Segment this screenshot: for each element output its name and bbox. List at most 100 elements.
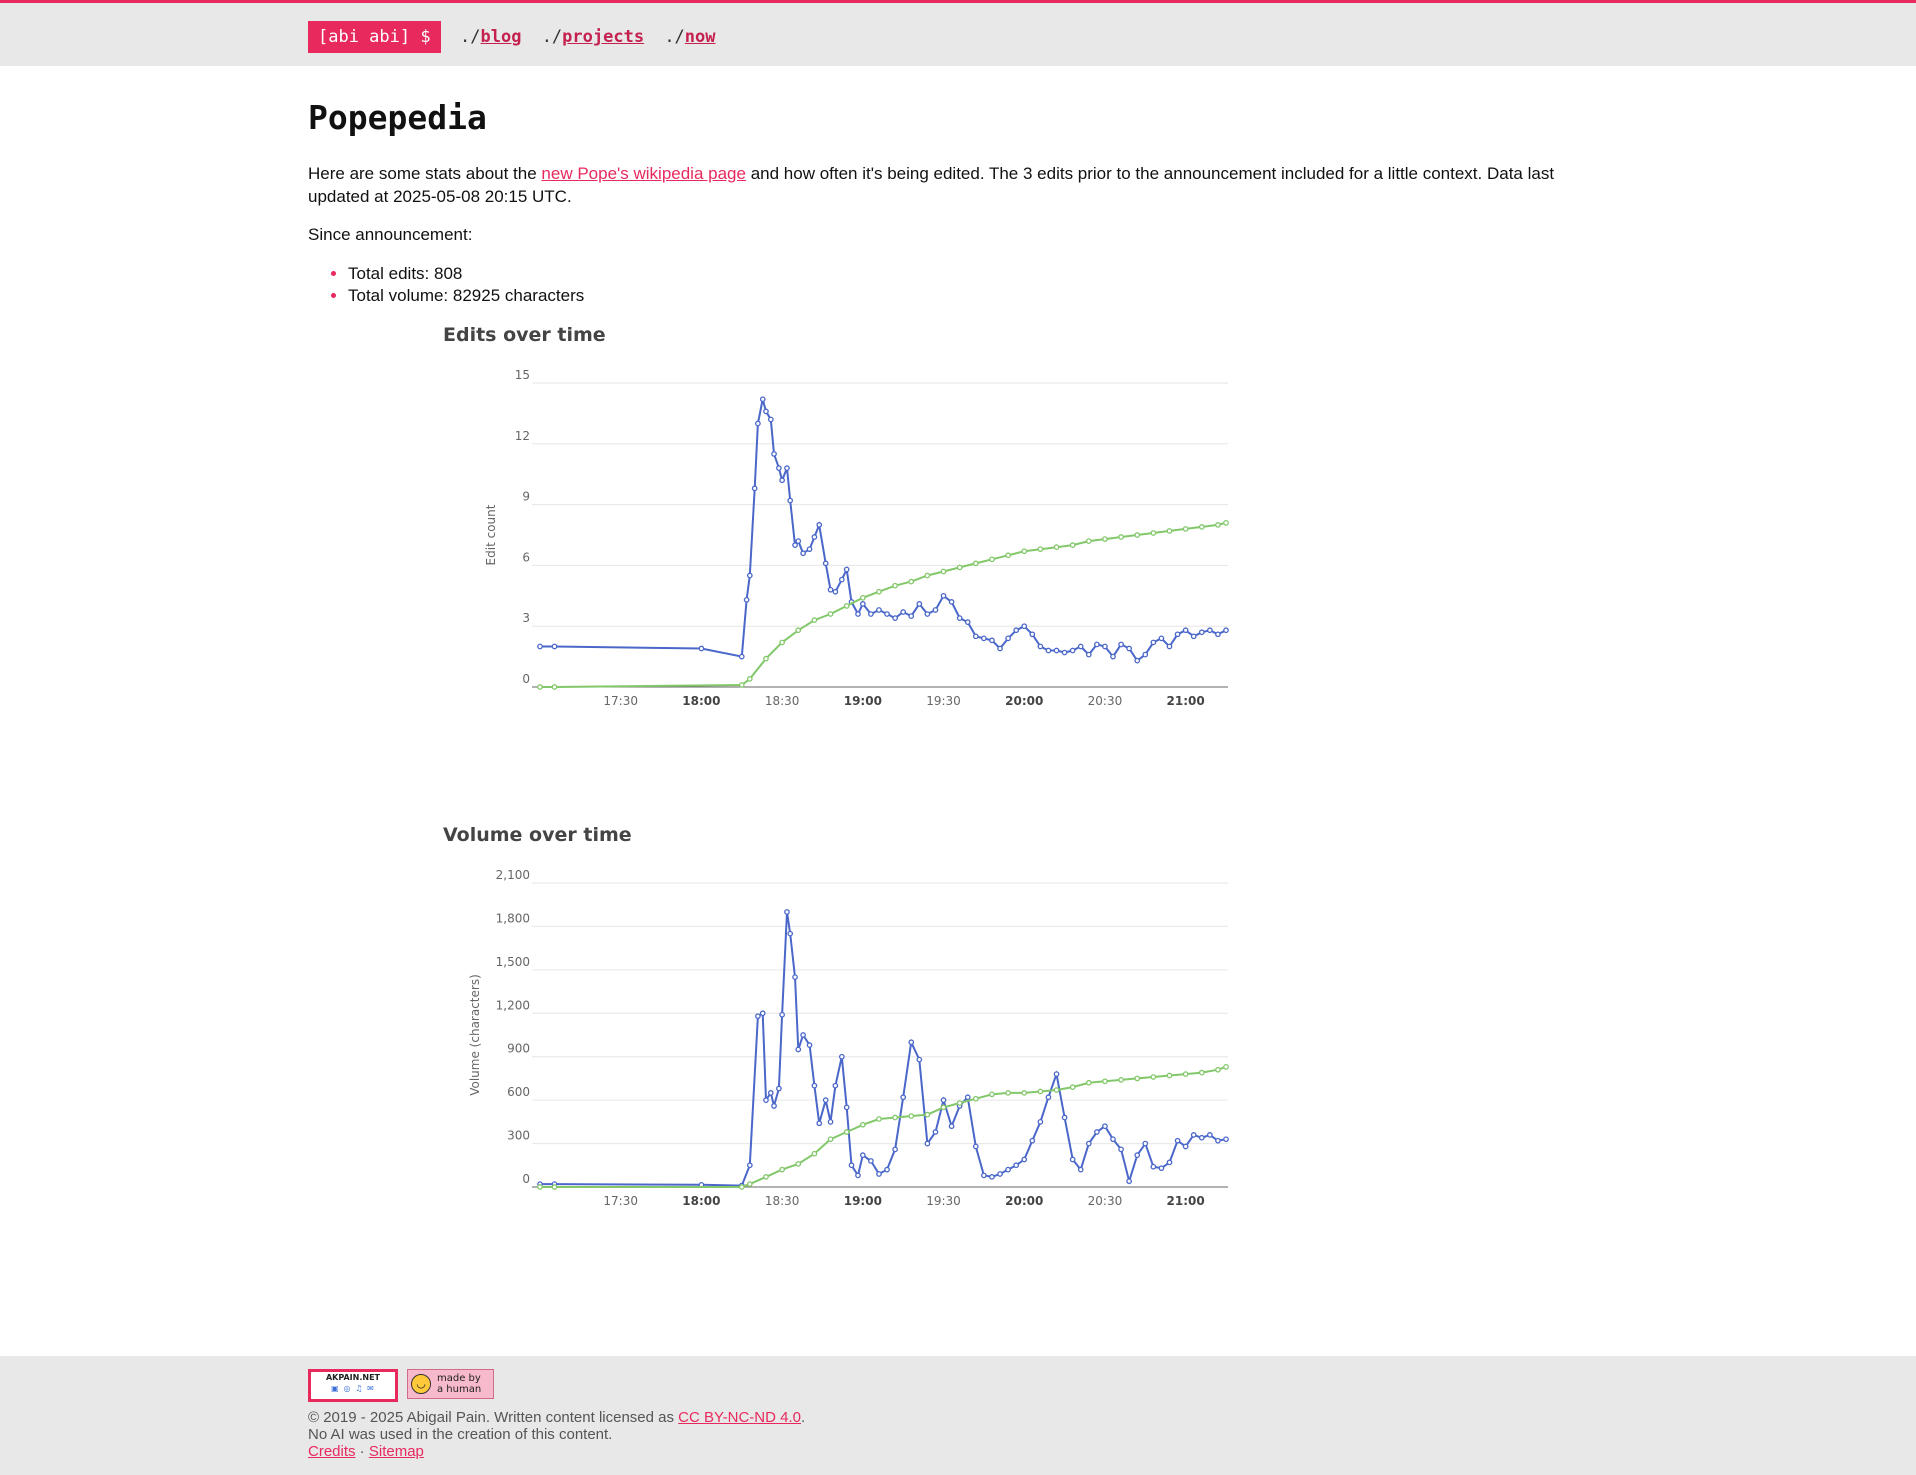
data-point-cumulative <box>1198 1069 1205 1076</box>
y-tick-label: 600 <box>507 1085 530 1099</box>
data-point-rate <box>1215 1137 1221 1144</box>
data-point-rate <box>884 611 890 617</box>
badge-line-1: made by <box>437 1373 481 1384</box>
footer-links: Credits · Sitemap <box>308 1443 805 1460</box>
data-point-rate <box>1166 1159 1173 1166</box>
data-point-rate <box>784 909 790 915</box>
data-point-rate <box>795 1046 802 1053</box>
data-point-rate <box>924 611 931 617</box>
data-point-rate <box>972 1143 979 1150</box>
data-point-rate <box>771 1103 777 1109</box>
data-point-rate <box>859 601 866 607</box>
data-point-rate <box>843 1104 850 1111</box>
data-point-rate <box>806 1042 813 1048</box>
data-point-cumulative <box>1118 534 1124 540</box>
data-point-rate <box>816 1120 823 1127</box>
nav-link-projects[interactable]: projects <box>562 27 645 47</box>
data-point-rate <box>1118 1146 1124 1153</box>
data-point-rate <box>884 1166 890 1173</box>
data-point-rate <box>868 611 874 617</box>
data-point-rate <box>997 645 1003 652</box>
data-point-cumulative <box>1069 1084 1076 1090</box>
data-point-rate <box>1029 1137 1036 1144</box>
badge-text: made by a human <box>437 1373 481 1395</box>
x-tick-label: 17:30 <box>603 1194 638 1208</box>
data-point-rate <box>1094 641 1100 648</box>
sitemap-link[interactable]: Sitemap <box>368 1443 424 1460</box>
data-point-rate <box>900 1094 907 1101</box>
data-point-rate <box>1158 635 1165 642</box>
data-point-rate <box>924 1140 931 1147</box>
x-tick-label: 18:30 <box>765 1194 800 1208</box>
data-point-cumulative <box>1215 1066 1221 1073</box>
data-point-rate <box>1045 1094 1052 1101</box>
x-tick-label: 17:30 <box>603 694 638 708</box>
data-point-rate <box>948 599 955 605</box>
data-point-rate <box>1021 1156 1028 1163</box>
data-point-rate <box>908 613 915 619</box>
data-point-rate <box>940 1097 947 1103</box>
data-point-cumulative <box>1223 1063 1229 1070</box>
data-point-rate <box>1085 1140 1092 1147</box>
data-point-rate <box>1215 631 1221 638</box>
data-point-cumulative <box>827 1136 834 1143</box>
data-point-cumulative <box>989 556 995 563</box>
main-nav: ./blog ./projects ./now <box>460 27 726 47</box>
data-point-cumulative <box>989 1091 995 1098</box>
x-tick-label: 20:30 <box>1088 1194 1123 1208</box>
data-point-cumulative <box>924 572 931 579</box>
nav-link-now[interactable]: now <box>684 27 716 47</box>
data-point-rate <box>989 1174 995 1180</box>
data-point-cumulative <box>1021 1090 1028 1096</box>
nav-link-blog[interactable]: blog <box>480 27 522 47</box>
data-point-rate <box>855 611 861 617</box>
y-tick-label: 1,800 <box>496 911 530 925</box>
license-link[interactable]: CC BY-NC-ND 4.0 <box>678 1409 801 1426</box>
data-point-rate <box>972 633 979 640</box>
since-announcement-label: Since announcement: <box>308 225 473 244</box>
y-tick-label: 1,500 <box>496 955 530 969</box>
data-point-cumulative <box>827 611 834 617</box>
data-point-rate <box>1150 1163 1157 1170</box>
volume-chart-title: Volume over time <box>443 824 632 846</box>
data-point-rate <box>779 477 785 484</box>
data-point-rate <box>964 1094 971 1101</box>
wikipedia-page-link[interactable]: new Pope's wikipedia page <box>541 164 746 183</box>
y-axis-label: Edit count <box>484 504 498 565</box>
data-point-rate <box>848 1162 855 1169</box>
data-point-cumulative <box>1102 536 1108 542</box>
made-by-human-badge[interactable]: ◡ made by a human <box>407 1369 494 1399</box>
data-point-rate <box>1190 1132 1197 1138</box>
site-logo[interactable]: [abi abi] $ <box>308 21 441 53</box>
data-point-rate <box>843 566 850 573</box>
data-point-rate <box>989 637 995 644</box>
data-point-rate <box>776 465 782 471</box>
akpain-badge[interactable]: AKPAIN.NET ▣ ◎ ♫ ✉ <box>308 1369 398 1402</box>
copyright-line: © 2019 - 2025 Abigail Pain. Written cont… <box>308 1409 805 1426</box>
data-point-cumulative <box>1223 519 1229 526</box>
nav-item-projects: ./projects <box>542 27 644 47</box>
data-point-rate <box>767 1090 774 1096</box>
data-point-cumulative <box>972 560 979 567</box>
data-point-rate <box>759 1010 766 1017</box>
data-point-rate <box>767 416 774 423</box>
data-point-rate <box>876 1171 882 1177</box>
data-point-rate <box>787 497 794 504</box>
data-point-rate <box>916 1056 923 1063</box>
data-point-rate <box>1069 647 1076 654</box>
data-point-rate <box>892 1146 898 1153</box>
data-point-cumulative <box>738 1184 745 1190</box>
no-ai-notice: No AI was used in the creation of this c… <box>308 1426 613 1443</box>
stats-list: Total edits: 808 Total volume: 82925 cha… <box>308 263 584 307</box>
data-point-rate <box>1207 627 1213 634</box>
data-point-rate <box>811 534 818 540</box>
credits-link[interactable]: Credits <box>308 1443 356 1460</box>
series-line-cumulative <box>540 521 1227 688</box>
data-point-rate <box>746 572 753 579</box>
intro-text-before: Here are some stats about the <box>308 164 542 183</box>
data-point-rate <box>832 1082 839 1089</box>
data-point-rate <box>1166 643 1173 650</box>
x-tick-label: 18:00 <box>682 1194 720 1208</box>
data-point-cumulative <box>1166 1072 1173 1079</box>
y-tick-label: 9 <box>522 490 530 504</box>
